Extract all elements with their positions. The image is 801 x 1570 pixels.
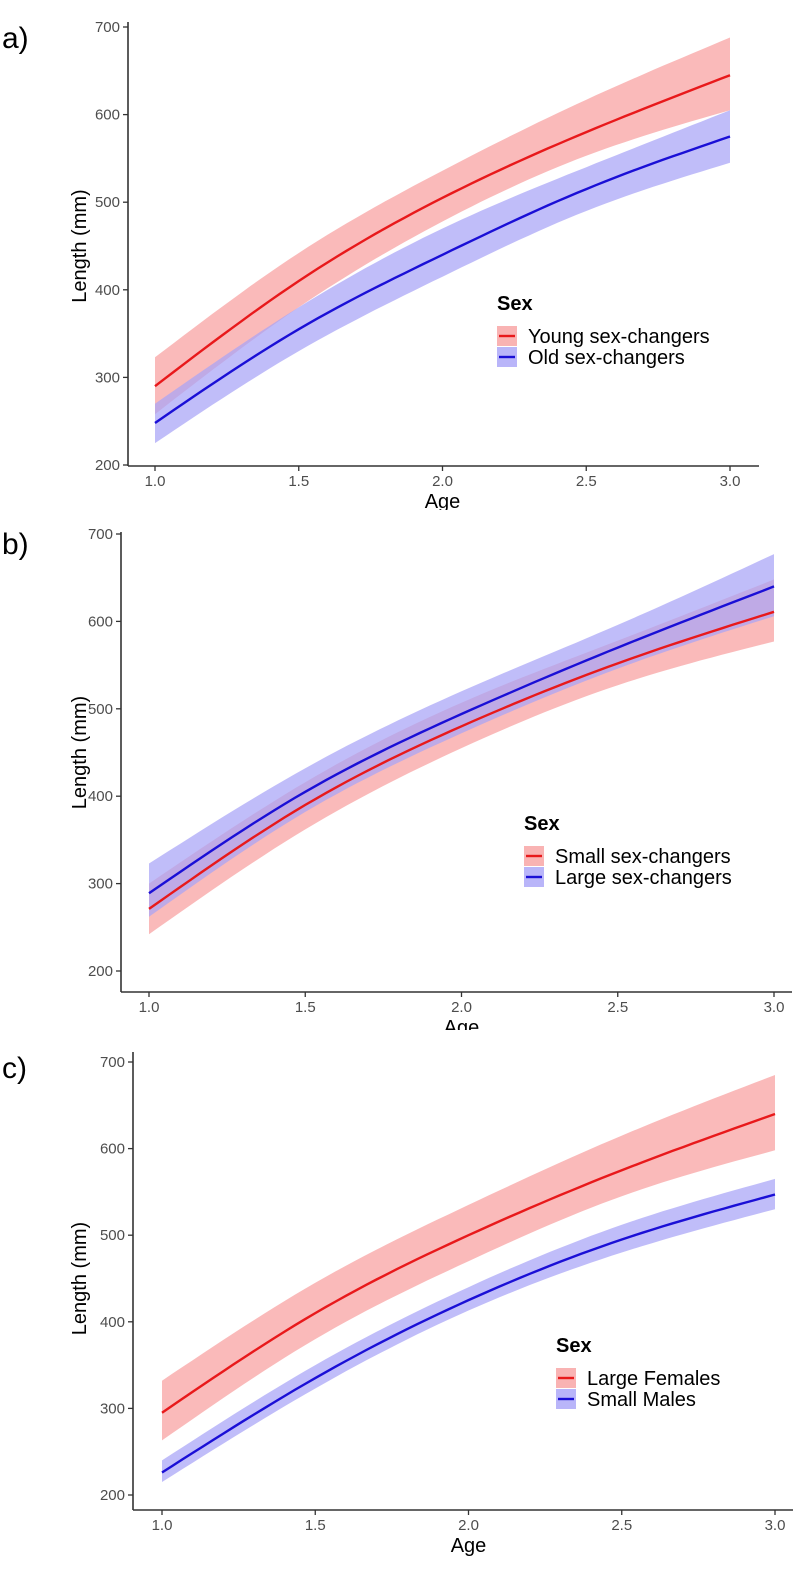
y-tick-label: 200 xyxy=(100,1487,125,1504)
x-tick-label: 2.5 xyxy=(607,999,628,1016)
y-tick-label: 400 xyxy=(88,788,113,805)
series-line-1 xyxy=(154,135,731,424)
panel-label: b) xyxy=(2,528,29,561)
y-tick-label: 500 xyxy=(95,194,120,211)
x-tick-label: 1.5 xyxy=(288,473,309,490)
x-tick-label: 3.0 xyxy=(765,1517,786,1534)
x-tick-label: 2.0 xyxy=(458,1517,479,1534)
series-line-1 xyxy=(148,585,775,895)
legend-title: Sex xyxy=(556,1335,592,1357)
y-tick-label: 700 xyxy=(100,1054,125,1071)
chart-panel-2: c) 200 300 400 500 600 700 1.0 1.5 2.0 2.5 3.0 Age Le… xyxy=(2,1052,793,1557)
x-axis-title: Age xyxy=(425,491,461,510)
x-tick-label: 2.5 xyxy=(576,473,597,490)
y-axis-title: Length (mm) xyxy=(69,1222,91,1335)
legend-title: Sex xyxy=(497,293,533,315)
y-tick-label: 500 xyxy=(88,701,113,718)
y-tick-label: 500 xyxy=(100,1227,125,1244)
y-tick-label: 300 xyxy=(88,876,113,893)
x-tick-label: 3.0 xyxy=(764,999,785,1016)
series-line-0 xyxy=(161,1112,776,1414)
x-tick-label: 1.5 xyxy=(295,999,316,1016)
x-tick-label: 3.0 xyxy=(720,473,741,490)
panel-label: a) xyxy=(2,22,29,55)
x-tick-label: 1.0 xyxy=(139,999,160,1016)
y-tick-label: 200 xyxy=(95,457,120,474)
y-tick-label: 400 xyxy=(100,1314,125,1331)
series-line-0 xyxy=(148,610,775,910)
confidence-band-1 xyxy=(149,554,774,917)
legend-label-1: Small Males xyxy=(587,1389,696,1411)
chart-panel-0: a) 200 300 400 500 600 700 1.0 1.5 2.0 2.5 3.0 Age Le… xyxy=(2,19,759,510)
y-tick-label: 200 xyxy=(88,963,113,980)
series-line-1 xyxy=(161,1193,776,1474)
legend-label-1: Old sex-changers xyxy=(528,347,685,369)
x-tick-label: 2.0 xyxy=(451,999,472,1016)
y-tick-label: 300 xyxy=(95,369,120,386)
y-tick-label: 700 xyxy=(95,19,120,36)
y-axis-title: Length (mm) xyxy=(69,189,91,302)
legend-label-0: Large Females xyxy=(587,1368,720,1390)
y-tick-label: 400 xyxy=(95,282,120,299)
confidence-band-0 xyxy=(162,1075,775,1441)
y-axis-title: Length (mm) xyxy=(69,696,91,809)
x-tick-label: 2.5 xyxy=(611,1517,632,1534)
y-tick-label: 600 xyxy=(100,1141,125,1158)
y-tick-label: 600 xyxy=(95,107,120,124)
y-tick-label: 600 xyxy=(88,613,113,630)
x-axis-title: Age xyxy=(451,1535,487,1557)
legend-title: Sex xyxy=(524,813,560,835)
panel-label: c) xyxy=(2,1052,27,1085)
confidence-band-1 xyxy=(155,110,730,444)
confidence-band-1 xyxy=(162,1178,775,1482)
y-tick-label: 700 xyxy=(88,526,113,543)
series-line-0 xyxy=(154,74,731,388)
legend-label-0: Young sex-changers xyxy=(528,326,710,348)
chart-panel-1: b) 200 300 400 500 600 700 1.0 1.5 2.0 2.5 3.0 Age Le… xyxy=(2,526,792,1030)
x-tick-label: 1.0 xyxy=(152,1517,173,1534)
x-axis-title: Age xyxy=(444,1017,480,1030)
x-tick-label: 1.0 xyxy=(145,473,166,490)
x-tick-label: 1.5 xyxy=(305,1517,326,1534)
legend-label-1: Large sex-changers xyxy=(555,867,732,889)
legend-label-0: Small sex-changers xyxy=(555,846,731,868)
x-tick-label: 2.0 xyxy=(432,473,453,490)
y-tick-label: 300 xyxy=(100,1400,125,1417)
